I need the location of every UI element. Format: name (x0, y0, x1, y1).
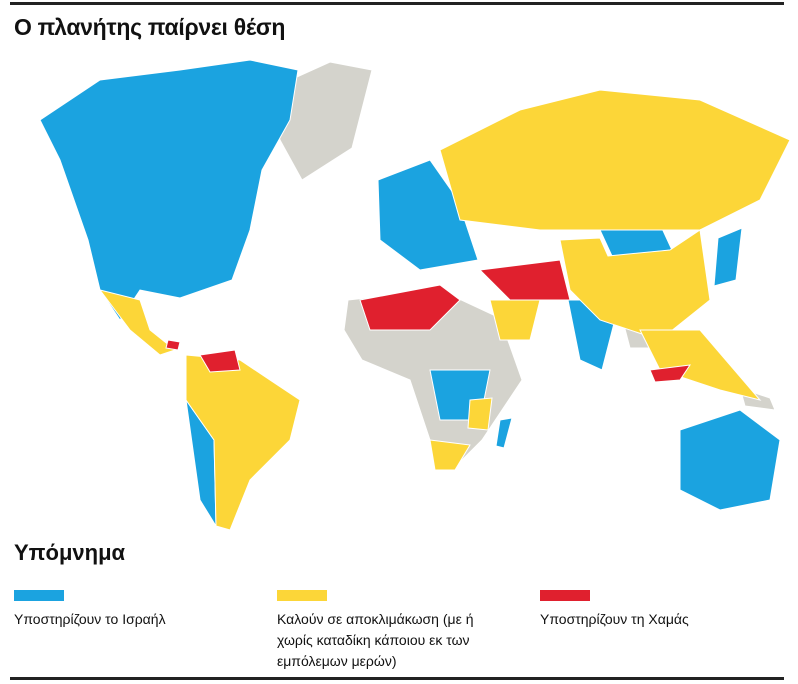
legend-item: Καλούν σε αποκλιμάκωση (με ή χωρίς καταδ… (277, 590, 512, 672)
legend-label: Καλούν σε αποκλιμάκωση (με ή χωρίς καταδ… (277, 611, 474, 669)
legend-swatch (14, 590, 64, 601)
legend-item: Υποστηρίζουν τη Χαμάς (540, 590, 775, 630)
top-rule (10, 2, 784, 5)
de-escalation-callers (98, 89, 791, 531)
hamas-supporters (165, 259, 692, 383)
legend-label: Υποστηρίζουν το Ισραήλ (14, 611, 166, 627)
legend-label: Υποστηρίζουν τη Χαμάς (540, 611, 689, 627)
title: Ο πλανήτης παίρνει θέση (14, 14, 286, 40)
bottom-rule (10, 677, 784, 680)
legend-title: Υπόμνημα (14, 540, 126, 565)
legend-item: Υποστηρίζουν το Ισραήλ (14, 590, 249, 630)
legend-swatch (277, 590, 327, 601)
israel-supporters (39, 59, 781, 528)
world-map (39, 59, 791, 531)
legend-swatch (540, 590, 590, 601)
